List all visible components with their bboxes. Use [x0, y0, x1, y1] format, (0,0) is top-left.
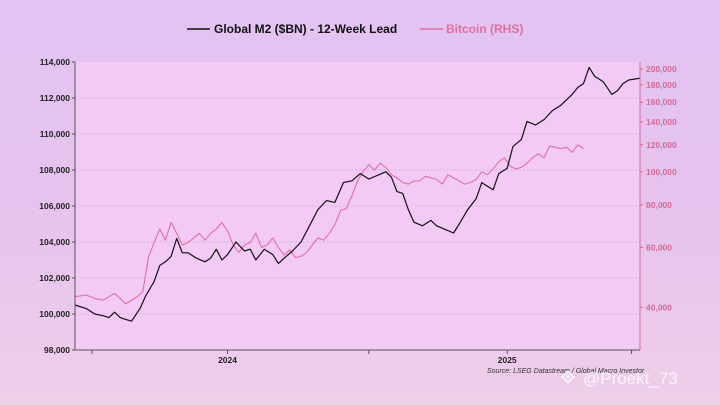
- y-axis-left-ticks: 98,000 100,000 102,000 104,000 106,000 108,00…: [39, 57, 75, 355]
- y-left-tick-label: 104,000: [39, 237, 70, 247]
- y-right-tick-label: 60,000: [646, 242, 672, 252]
- x-axis-ticks: 2024 2025: [91, 350, 633, 365]
- y-axis-right-ticks: 40,000 60,000 80,000 100,000 120,000 140,000 1…: [640, 64, 677, 312]
- y-left-tick-label: 100,000: [39, 309, 70, 319]
- source-note: Source: LSEG Datastream / Global Macro I…: [487, 368, 645, 375]
- y-left-tick-label: 98,000: [44, 345, 70, 355]
- watermark-text: @Proekt_73: [583, 369, 678, 388]
- legend-label-btc: Bitcoin (RHS): [446, 22, 523, 36]
- series-line-global-m2: [74, 66, 641, 322]
- y-right-tick-label: 180,000: [646, 80, 677, 90]
- watermark: @Proekt_73: [561, 369, 678, 388]
- y-left-tick-label: 106,000: [39, 201, 70, 211]
- y-left-tick-label: 110,000: [40, 129, 71, 139]
- y-right-tick-label: 120,000: [646, 140, 677, 150]
- y-right-tick-label: 140,000: [646, 117, 677, 127]
- y-left-tick-label: 108,000: [39, 165, 70, 175]
- y-right-tick-label: 40,000: [646, 302, 672, 312]
- y-right-tick-label: 80,000: [646, 200, 672, 210]
- y-right-tick-label: 200,000: [646, 64, 677, 74]
- x-tick-label: 2025: [498, 355, 517, 365]
- plot-area: [75, 62, 640, 350]
- x-tick-label: 2024: [218, 355, 237, 365]
- legend-label-m2: Global M2 ($BN) - 12-Week Lead: [214, 22, 397, 36]
- y-left-tick-label: 114,000: [40, 57, 71, 67]
- y-left-tick-label: 112,000: [40, 93, 71, 103]
- y-right-tick-label: 160,000: [646, 97, 677, 107]
- y-right-tick-label: 100,000: [646, 167, 677, 177]
- series-layer: [74, 66, 641, 322]
- y-left-tick-label: 102,000: [39, 273, 70, 283]
- legend: Global M2 ($BN) - 12-Week Lead Bitcoin (…: [187, 22, 523, 36]
- series-line-bitcoin: [74, 144, 584, 305]
